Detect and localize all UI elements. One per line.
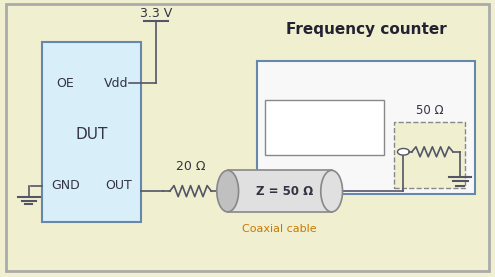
Text: Z = 50 Ω: Z = 50 Ω [256,185,313,198]
Text: 20 Ω: 20 Ω [176,160,205,173]
Bar [42,42,141,222]
Text: OUT: OUT [105,179,132,192]
Text: Frequency counter: Frequency counter [286,22,446,37]
Bar [265,100,384,155]
Text: Vdd: Vdd [104,77,129,89]
Text: Coaxial cable: Coaxial cable [243,224,317,234]
Text: DUT: DUT [75,127,108,142]
Text: GND: GND [51,179,80,192]
Bar [257,61,475,194]
Bar [394,122,465,188]
Text: 3.3 V: 3.3 V [140,7,172,20]
Ellipse shape [321,170,343,212]
Circle shape [397,148,409,155]
Text: OE: OE [56,77,74,89]
Ellipse shape [217,170,239,212]
Bar [228,170,332,212]
Text: 50 Ω: 50 Ω [416,104,443,117]
